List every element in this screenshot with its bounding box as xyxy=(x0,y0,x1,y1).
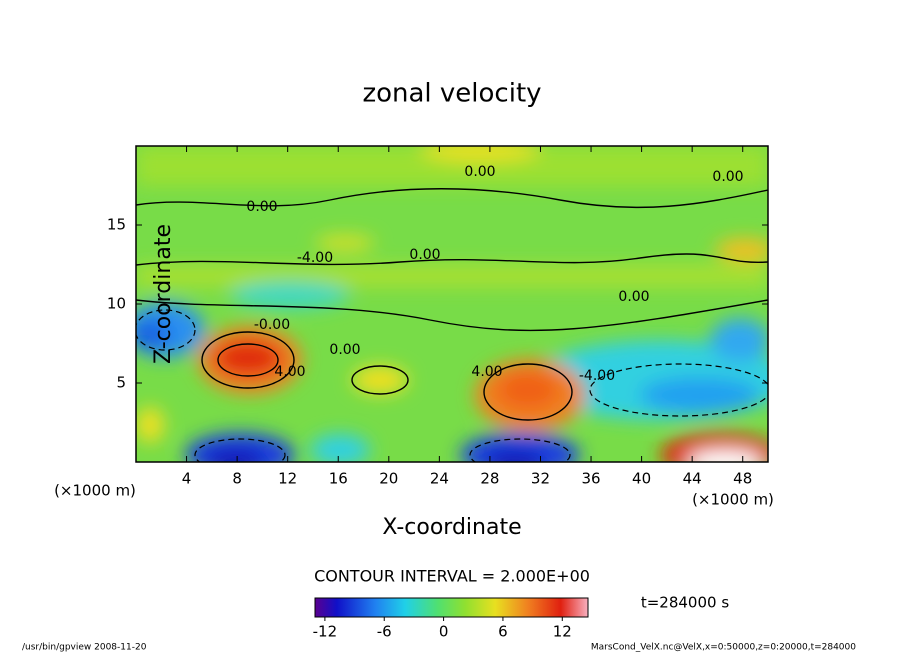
x-tick-label: 24 xyxy=(430,470,449,488)
colorbar-tick-label: 0 xyxy=(439,623,449,641)
contour-label: -4.00 xyxy=(297,250,333,266)
x-unit: (×1000 m) xyxy=(54,482,136,500)
contour-field xyxy=(136,146,768,462)
x-tick-label: 20 xyxy=(379,470,398,488)
contour-label: 0.00 xyxy=(409,247,440,263)
colorbar-tick-label: -6 xyxy=(377,623,392,641)
colorbar-tick-label: -12 xyxy=(313,623,338,641)
x-tick-label: 4 xyxy=(182,470,192,488)
x-tick-label: 12 xyxy=(278,470,297,488)
x-axis-label: X-coordinate xyxy=(382,515,521,540)
contour-label: 0.00 xyxy=(712,169,743,185)
chart-title: zonal velocity xyxy=(362,79,541,109)
y-axis-label: Z-coordinate xyxy=(151,224,176,364)
colorbar xyxy=(314,597,589,618)
contour-interval: CONTOUR INTERVAL = 2.000E+00 xyxy=(314,567,590,586)
y-tick-label: 5 xyxy=(116,374,126,392)
x-tick-label: 16 xyxy=(329,470,348,488)
contour-label: -0.00 xyxy=(254,317,290,333)
x-tick-label: 48 xyxy=(733,470,752,488)
contour-lines xyxy=(136,188,768,421)
x-unit: (×1000 m) xyxy=(692,491,774,509)
contour-label: 0.00 xyxy=(329,342,360,358)
x-tick-label: 32 xyxy=(531,470,550,488)
x-tick-label: 8 xyxy=(232,470,242,488)
x-tick-label: 36 xyxy=(581,470,600,488)
colorbar-tick-label: 6 xyxy=(498,623,508,641)
contour-label: 4.00 xyxy=(274,364,305,380)
y-tick-label: 15 xyxy=(107,216,126,234)
x-tick-label: 28 xyxy=(480,470,499,488)
footer-left: /usr/bin/gpview 2008-11-20 xyxy=(22,643,147,653)
y-tick-label: 10 xyxy=(107,295,126,313)
footer-right: MarsCond_VelX.nc@VelX,x=0:50000,z=0:2000… xyxy=(591,643,856,653)
contour-label: 0.00 xyxy=(464,164,495,180)
x-tick-label: 40 xyxy=(632,470,651,488)
time-label: t=284000 s xyxy=(641,594,729,612)
colorbar-tick-label: 12 xyxy=(553,623,572,641)
contour-label: -4.00 xyxy=(579,368,615,384)
contour-label: 0.00 xyxy=(246,199,277,215)
contour-label: 4.00 xyxy=(471,364,502,380)
x-tick-label: 44 xyxy=(683,470,702,488)
contour-label: 0.00 xyxy=(618,289,649,305)
